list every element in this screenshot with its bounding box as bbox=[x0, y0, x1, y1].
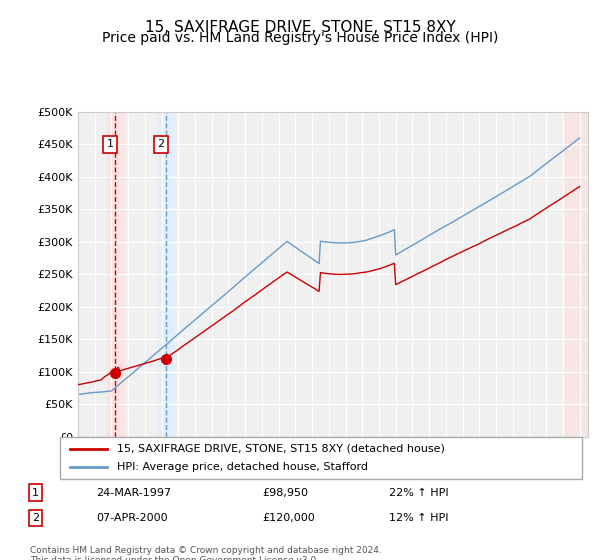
Text: 1: 1 bbox=[107, 139, 114, 150]
Text: Price paid vs. HM Land Registry's House Price Index (HPI): Price paid vs. HM Land Registry's House … bbox=[102, 31, 498, 45]
Text: 2: 2 bbox=[158, 139, 164, 150]
Text: 12% ↑ HPI: 12% ↑ HPI bbox=[389, 513, 448, 523]
Text: Contains HM Land Registry data © Crown copyright and database right 2024.
This d: Contains HM Land Registry data © Crown c… bbox=[30, 546, 382, 560]
Text: 2: 2 bbox=[32, 513, 39, 523]
Bar bbox=[107, 112, 124, 437]
Text: 1: 1 bbox=[32, 488, 39, 498]
Text: HPI: Average price, detached house, Stafford: HPI: Average price, detached house, Staf… bbox=[118, 462, 368, 472]
Bar bbox=[563, 112, 588, 437]
Text: 15, SAXIFRAGE DRIVE, STONE, ST15 8XY (detached house): 15, SAXIFRAGE DRIVE, STONE, ST15 8XY (de… bbox=[118, 444, 445, 454]
FancyBboxPatch shape bbox=[60, 437, 582, 479]
Text: £98,950: £98,950 bbox=[262, 488, 308, 498]
Text: 15, SAXIFRAGE DRIVE, STONE, ST15 8XY: 15, SAXIFRAGE DRIVE, STONE, ST15 8XY bbox=[145, 20, 455, 35]
Text: 24-MAR-1997: 24-MAR-1997 bbox=[96, 488, 172, 498]
Text: 07-APR-2000: 07-APR-2000 bbox=[96, 513, 168, 523]
Bar bbox=[158, 112, 175, 437]
Text: 22% ↑ HPI: 22% ↑ HPI bbox=[389, 488, 448, 498]
Text: £120,000: £120,000 bbox=[262, 513, 314, 523]
